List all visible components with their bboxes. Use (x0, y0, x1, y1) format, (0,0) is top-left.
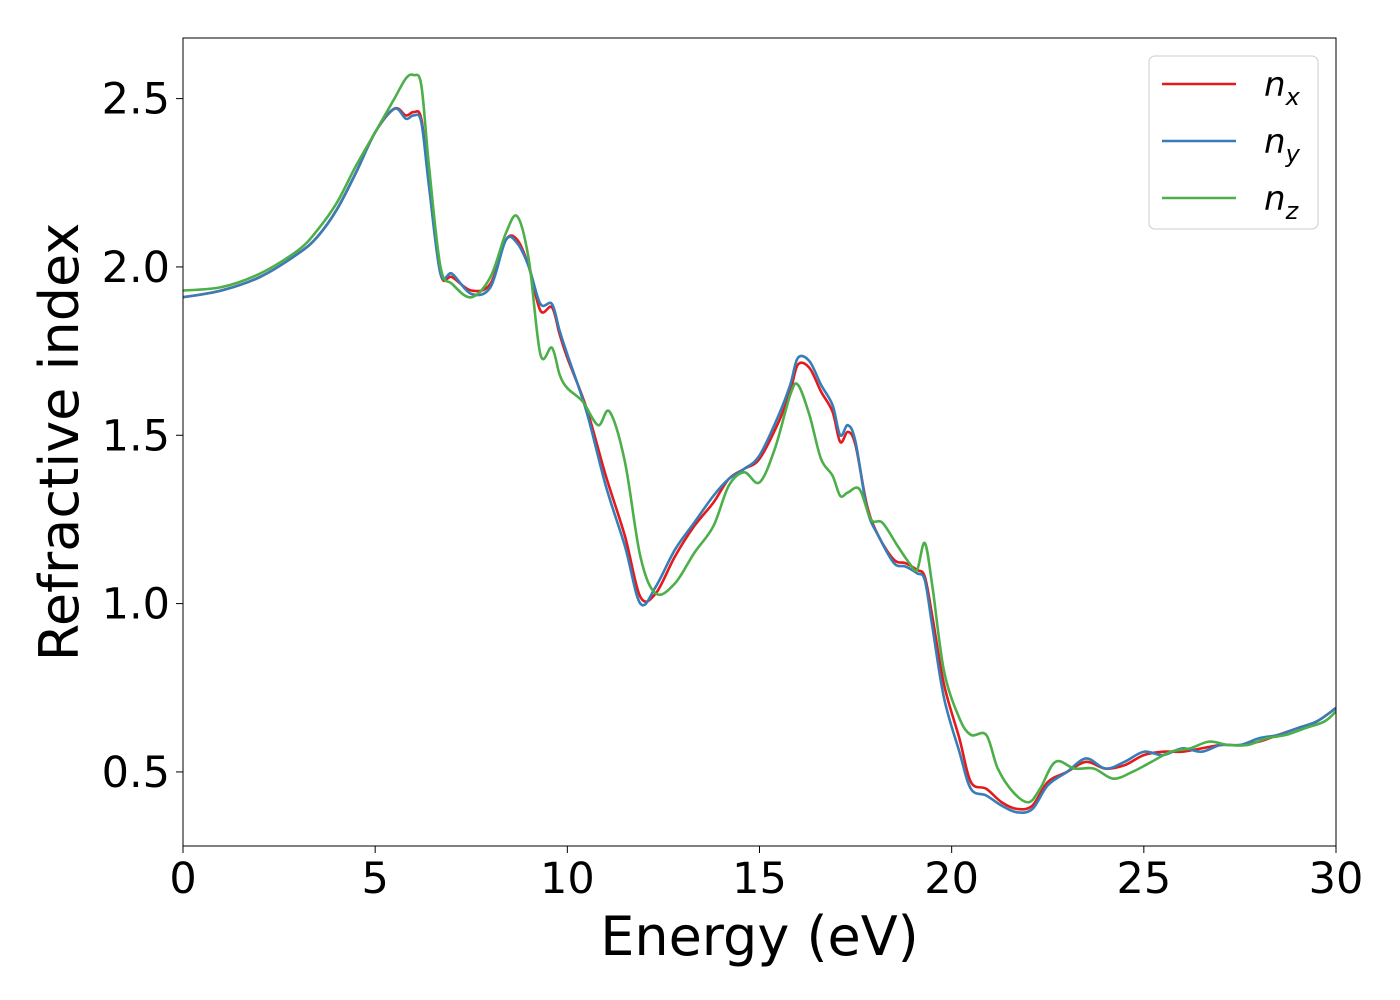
y-tick-label: 0.5 (102, 748, 170, 798)
series-line-ny (183, 107, 1336, 814)
x-tick-label: 0 (169, 854, 196, 904)
legend-box (1148, 55, 1319, 230)
x-tick-label: 25 (1116, 854, 1171, 904)
series-line-nz (183, 73, 1336, 804)
x-axis: 0 5 10 15 20 25 30 (169, 846, 1363, 904)
y-axis: 0.5 1.0 1.5 2.0 2.5 (102, 75, 183, 798)
y-tick-label: 2.5 (102, 75, 170, 125)
x-tick-label: 5 (361, 854, 388, 904)
y-axis-title: Refractive index (28, 223, 91, 662)
y-tick-label: 2.0 (102, 243, 170, 293)
series-layer (183, 73, 1336, 814)
legend-subscript: z (1285, 197, 1300, 225)
legend-subscript: x (1285, 83, 1301, 111)
legend-subscript: y (1285, 140, 1301, 168)
x-tick-label: 30 (1309, 854, 1364, 904)
legend-label-nx: nx (1264, 65, 1301, 111)
y-tick-label: 1.0 (102, 580, 170, 630)
x-tick-label: 10 (540, 854, 595, 904)
legend-label-ny: ny (1264, 122, 1301, 168)
x-tick-label: 20 (924, 854, 979, 904)
y-tick-label: 1.5 (102, 411, 170, 461)
x-tick-label: 15 (732, 854, 787, 904)
x-axis-title: Energy (eV) (600, 905, 919, 968)
